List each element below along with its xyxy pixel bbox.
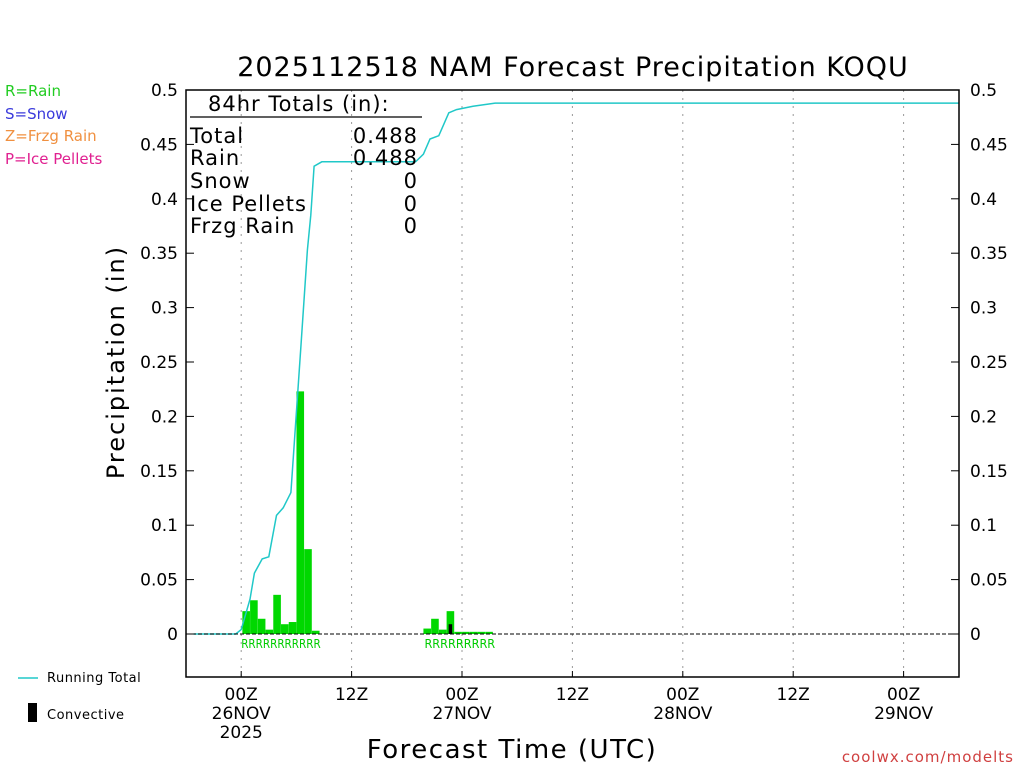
- totals-value-ice-pellets: 0: [404, 192, 418, 216]
- y-tick-right-0: 0.5: [970, 81, 997, 101]
- totals-value-total: 0.488: [353, 124, 418, 148]
- y-axis-ticks: 0.5 0.5 0.45 0.45 0.4 0.4 0.35 0.35 0.3 0.3 0.25 0.…: [140, 81, 1008, 645]
- y-tick-right-4: 0.3: [970, 299, 997, 319]
- y-axis-label: Precipitation (in): [102, 245, 130, 479]
- chart-title: 2025112518 NAM Forecast Precipitation KO…: [237, 52, 909, 83]
- y-tick-left-6: 0.2: [151, 407, 178, 427]
- credit: coolwx.com/modelts: [842, 748, 1014, 766]
- y-tick-right-3: 0.35: [970, 244, 1008, 264]
- rain-bar-1: [250, 600, 258, 634]
- rain-bar-5: [281, 624, 289, 634]
- legend-running-total: Running Total: [47, 671, 141, 686]
- legend: Running Total Convective: [18, 671, 141, 723]
- x-tick-0-line-3: 2025: [220, 723, 263, 743]
- totals-label-rain: Rain: [190, 146, 240, 170]
- rain-bar-0: [242, 611, 250, 634]
- totals-label-snow: Snow: [190, 169, 251, 193]
- x-tick-5-line-1: 12Z: [777, 685, 810, 705]
- rain-bar-16: [469, 631, 478, 634]
- bars: [242, 391, 493, 634]
- ptype-row-1: RRRRRRRRR: [424, 637, 495, 651]
- x-tick-0-line-2: 26NOV: [212, 704, 271, 724]
- rain-bar-7: [296, 391, 305, 634]
- y-tick-left-3: 0.35: [140, 244, 178, 264]
- totals-label-total: Total: [189, 124, 244, 148]
- y-tick-left-2: 0.4: [151, 190, 178, 210]
- rain-bar-12: [438, 629, 447, 634]
- rain-bar-10: [423, 628, 432, 634]
- totals-box: 84hr Totals (in): Total 0.488 Rain 0.488…: [189, 92, 422, 238]
- rain-bar-9: [311, 630, 320, 634]
- rain-bar-18: [485, 631, 493, 634]
- rain-bar-8: [304, 549, 312, 634]
- y-tick-left-1: 0.45: [140, 135, 178, 155]
- key-ice-pellets: P=Ice Pellets: [5, 150, 102, 168]
- legend-convective-swatch: [28, 703, 37, 722]
- y-tick-left-4: 0.3: [151, 299, 178, 319]
- y-tick-left-9: 0.05: [140, 571, 178, 591]
- x-tick-0-line-1: 00Z: [225, 685, 258, 705]
- convective-bar-0: [448, 624, 453, 634]
- totals-heading: 84hr Totals (in):: [208, 92, 390, 116]
- rain-bar-3: [265, 629, 274, 634]
- rain-bar-2: [257, 618, 266, 634]
- y-tick-right-2: 0.4: [970, 190, 997, 210]
- x-tick-4-line-2: 28NOV: [653, 704, 712, 724]
- precip-type-labels: RRRRRRRRRRR RRRRRRRRR: [241, 637, 495, 651]
- x-tick-6-line-2: 29NOV: [874, 704, 933, 724]
- y-tick-left-10: 0: [167, 625, 178, 645]
- y-tick-right-9: 0.05: [970, 571, 1008, 591]
- rain-bar-11: [431, 618, 439, 634]
- rain-bar-15: [462, 631, 470, 634]
- grid: [240, 90, 905, 677]
- x-tick-4-line-1: 00Z: [666, 685, 699, 705]
- x-axis-label: Forecast Time (UTC): [367, 735, 658, 765]
- running-total-line: [193, 102, 959, 635]
- y-tick-right-6: 0.2: [970, 407, 997, 427]
- y-tick-right-1: 0.45: [970, 135, 1008, 155]
- y-tick-right-10: 0: [970, 625, 981, 645]
- legend-convective: Convective: [47, 708, 125, 723]
- totals-value-frzg-rain: 0: [404, 214, 418, 238]
- y-tick-left-5: 0.25: [140, 353, 178, 373]
- key-snow: S=Snow: [5, 105, 68, 123]
- x-tick-3-line-1: 12Z: [556, 685, 589, 705]
- key-frzg-rain: Z=Frzg Rain: [5, 127, 97, 145]
- rain-bar-13: [446, 611, 455, 634]
- x-tick-6-line-1: 00Z: [887, 685, 920, 705]
- y-tick-left-0: 0.5: [151, 81, 178, 101]
- rain-bar-4: [273, 594, 281, 634]
- rain-bar-6: [288, 622, 297, 634]
- y-tick-right-5: 0.25: [970, 353, 1008, 373]
- x-tick-2-line-1: 00Z: [445, 685, 478, 705]
- totals-label-ice-pellets: Ice Pellets: [190, 192, 307, 216]
- y-tick-left-8: 0.1: [151, 516, 178, 536]
- y-tick-right-8: 0.1: [970, 516, 997, 536]
- totals-value-rain: 0.488: [353, 146, 418, 170]
- key-rain: R=Rain: [5, 82, 61, 100]
- rain-bar-17: [477, 631, 486, 634]
- totals-value-snow: 0: [404, 169, 418, 193]
- precip-type-key: R=Rain S=Snow Z=Frzg Rain P=Ice Pellets: [5, 82, 102, 168]
- y-tick-left-7: 0.15: [140, 462, 178, 482]
- totals-label-frzg-rain: Frzg Rain: [190, 214, 295, 238]
- ptype-row-0: RRRRRRRRRRR: [241, 637, 321, 651]
- x-tick-1-line-1: 12Z: [335, 685, 368, 705]
- x-tick-2-line-2: 27NOV: [432, 704, 491, 724]
- y-tick-right-7: 0.15: [970, 462, 1008, 482]
- rain-bar-14: [454, 631, 462, 634]
